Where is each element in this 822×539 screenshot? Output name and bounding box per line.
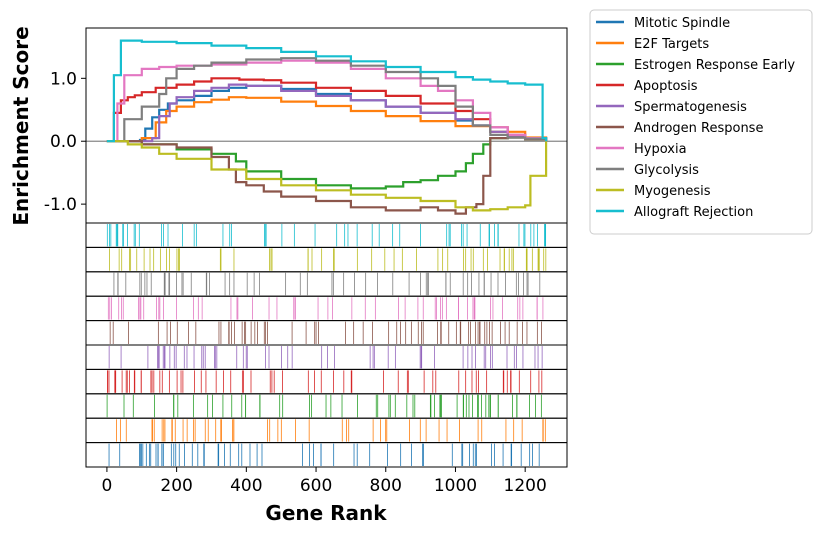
x-tick-label: 600 — [300, 476, 332, 496]
rug-strip — [85, 393, 568, 419]
tick-labels: -1.0 0.0 1.0 0 200 400 600 800 1000 1200 — [44, 69, 547, 496]
legend-label: E2F Targets — [634, 37, 709, 52]
legend-label: Hypoxia — [634, 142, 687, 157]
series-line-6 — [106, 136, 548, 215]
series-line-10 — [106, 39, 548, 143]
x-tick-label: 200 — [160, 476, 192, 496]
legend-box — [589, 9, 813, 235]
x-tick-label: 400 — [230, 476, 262, 496]
series-line-7 — [106, 59, 548, 143]
legend-label: Androgen Response — [634, 121, 763, 136]
x-axis-label: Gene Rank — [265, 501, 387, 525]
series-line-9 — [106, 140, 548, 212]
legend-label: Apoptosis — [634, 79, 698, 94]
series-line-2 — [106, 96, 548, 143]
x-tick-label: 1200 — [504, 476, 547, 496]
legend-label: Myogenesis — [634, 184, 711, 199]
rug-strip — [85, 271, 568, 297]
rug-strip — [85, 246, 568, 273]
rug-strip — [85, 368, 568, 395]
legend-label: Glycolysis — [634, 163, 699, 178]
legend-label: Estrogen Response Early — [634, 58, 795, 73]
rug-strip — [85, 295, 568, 322]
y-tick-label: 1.0 — [50, 69, 77, 89]
series-line-4 — [106, 77, 548, 143]
legend-label: Mitotic Spindle — [634, 16, 730, 31]
x-tick-label: 0 — [101, 476, 112, 496]
series-line-8 — [106, 57, 548, 143]
hit-rugs — [85, 222, 568, 468]
y-axis-label: Enrichment Score — [9, 26, 33, 225]
x-tick-label: 800 — [370, 476, 402, 496]
legend-label: Spermatogenesis — [634, 100, 747, 115]
legend: Mitotic Spindle E2F Targets Estrogen Respo… — [589, 9, 813, 235]
plot-area — [85, 27, 568, 468]
y-tick-label: -1.0 — [44, 195, 77, 215]
legend-label: Allograft Rejection — [634, 205, 753, 220]
y-tick-label: 0.0 — [50, 132, 77, 152]
x-tick-label: 1000 — [434, 476, 477, 496]
rug-strip — [85, 417, 568, 444]
